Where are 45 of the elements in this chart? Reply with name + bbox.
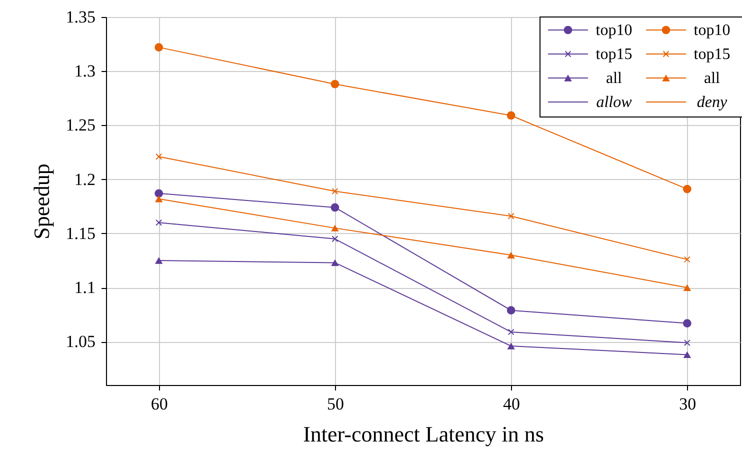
point <box>506 111 516 120</box>
y-axis-title: Speedup <box>28 164 54 240</box>
point <box>330 80 340 88</box>
point <box>332 188 338 194</box>
point <box>684 256 690 263</box>
point <box>683 351 692 358</box>
point <box>156 153 162 160</box>
point <box>154 189 164 198</box>
point <box>154 43 164 52</box>
point <box>332 236 338 242</box>
point <box>330 203 340 212</box>
point <box>506 306 516 314</box>
x-tick-label: 60 <box>150 394 168 414</box>
point <box>507 342 515 350</box>
point <box>508 328 514 336</box>
point <box>156 219 162 226</box>
point <box>508 212 514 220</box>
x-tick-label: 30 <box>679 394 696 414</box>
y-tick-label: 1.25 <box>66 116 96 135</box>
annotation: allow <box>596 94 632 111</box>
legend-label: all <box>704 70 721 87</box>
x-tick-label: 40 <box>503 394 520 414</box>
point <box>154 195 163 202</box>
point <box>154 257 163 264</box>
y-tick-label: 1.2 <box>74 170 96 189</box>
x-axis-title: Inter-connect Latency in ns <box>303 422 544 446</box>
legend-label: top10 <box>596 22 632 39</box>
legend-label: all <box>606 70 623 87</box>
y-tick-label: 1.15 <box>66 224 96 243</box>
point <box>684 340 690 346</box>
annotation: deny <box>696 94 728 111</box>
x-tick-label: 50 <box>326 394 344 414</box>
point <box>331 259 339 266</box>
point <box>683 284 692 291</box>
y-tick-label: 1.1 <box>74 278 96 298</box>
legend-label: top10 <box>694 22 730 39</box>
point <box>682 319 692 328</box>
legend-label: top15 <box>694 46 730 63</box>
point <box>331 224 339 232</box>
y-tick-label: 1.35 <box>66 8 96 26</box>
point <box>507 252 515 258</box>
legend-label: top15 <box>596 46 632 63</box>
y-tick-label: 1.05 <box>66 332 96 352</box>
point <box>682 184 692 194</box>
y-tick-label: 1.3 <box>74 62 96 81</box>
